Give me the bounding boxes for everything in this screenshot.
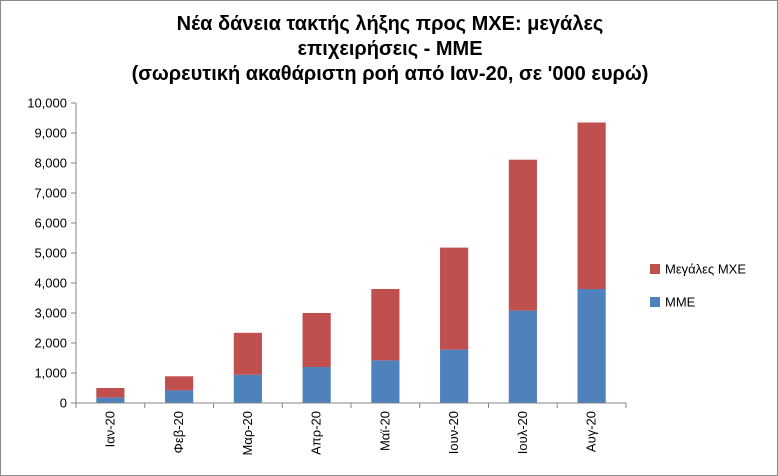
x-tick-label: Μαρ-20 xyxy=(240,411,255,456)
bar-large-3 xyxy=(302,313,331,367)
bar-mme-2 xyxy=(233,374,262,403)
y-tick-label: 5,000 xyxy=(34,246,67,261)
axes-group xyxy=(75,103,626,404)
chart-title-line-2: επιχειρήσεις - ΜΜΕ xyxy=(297,38,483,60)
x-tick-label: Μαϊ-20 xyxy=(377,411,392,451)
bar-mme-6 xyxy=(508,310,537,403)
bar-large-2 xyxy=(233,332,262,375)
legend-label: Μεγάλες ΜΧΕ xyxy=(665,262,746,277)
bars-group xyxy=(96,122,606,403)
bar-large-5 xyxy=(440,247,469,350)
x-tick-label: Φεβ-20 xyxy=(171,411,186,453)
x-tick-label: Ιαν-20 xyxy=(102,411,117,447)
bar-mme-0 xyxy=(96,397,125,403)
bar-mme-7 xyxy=(577,289,606,403)
chart-title-line-3: (σωρευτική ακαθάριστη ροή από Ιαν-20, σε… xyxy=(131,63,649,85)
bar-large-0 xyxy=(96,388,125,398)
y-tick-label: 3,000 xyxy=(34,306,67,321)
chart-title: Νέα δάνεια τακτής λήξης προς ΜΧΕ: μεγάλε… xyxy=(40,12,740,87)
bar-mme-1 xyxy=(165,390,194,403)
y-tick-label: 6,000 xyxy=(34,216,67,231)
x-tick-label: Αυγ-20 xyxy=(584,411,599,452)
bar-large-1 xyxy=(165,376,194,391)
x-tick-label: Απρ-20 xyxy=(309,411,324,455)
x-tick-label: Ιουν-20 xyxy=(446,411,461,454)
y-tick-label: 10,000 xyxy=(27,96,67,111)
y-axis-ticks: 0 1,000 2,000 3,000 4,000 5,000 6,000 7,000 8,00… xyxy=(27,96,76,411)
y-tick-label: 7,000 xyxy=(34,186,67,201)
legend: Μεγάλες ΜΧΕ ΜΜΕ xyxy=(650,262,746,310)
legend-swatch xyxy=(650,264,660,274)
legend-label: ΜΜΕ xyxy=(665,295,696,310)
y-tick-label: 2,000 xyxy=(34,336,67,351)
bar-mme-4 xyxy=(371,360,400,403)
bar-large-6 xyxy=(508,159,537,311)
bar-mme-5 xyxy=(440,349,469,403)
bar-large-7 xyxy=(577,122,606,289)
chart-title-line-1: Νέα δάνεια τακτής λήξης προς ΜΧΕ: μεγάλε… xyxy=(176,13,604,35)
y-tick-label: 9,000 xyxy=(34,126,67,141)
x-axis-ticks: Ιαν-20 Φεβ-20 Μαρ-20 Απρ-20 Μαϊ-20 Ιουν-20 Ιου… xyxy=(75,403,627,456)
x-tick-label: Ιουλ-20 xyxy=(515,411,530,454)
legend-swatch xyxy=(650,297,660,307)
y-tick-label: 4,000 xyxy=(34,276,67,291)
bar-large-4 xyxy=(371,289,400,361)
y-tick-label: 1,000 xyxy=(34,366,67,381)
y-tick-label: 8,000 xyxy=(34,156,67,171)
y-tick-label: 0 xyxy=(60,396,67,411)
bar-mme-3 xyxy=(302,367,331,403)
